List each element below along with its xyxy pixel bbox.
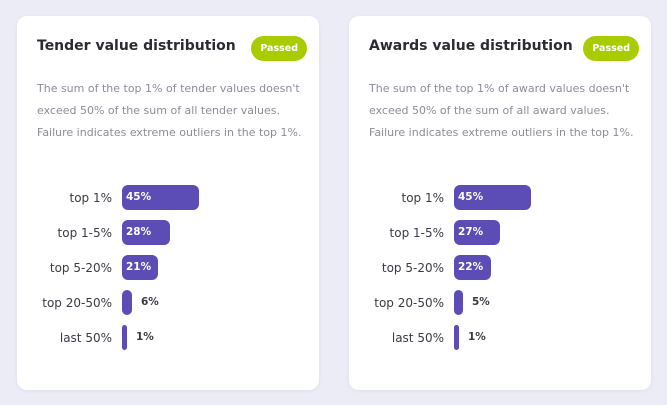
card-title: Awards value distribution xyxy=(369,38,573,54)
bar-row: top 1-5% 27% xyxy=(349,220,651,255)
bar-row: last 50% 1% xyxy=(349,325,651,360)
bar xyxy=(454,220,500,245)
bar xyxy=(122,255,158,280)
bar-row: last 50% 1% xyxy=(17,325,319,360)
bar xyxy=(122,325,127,350)
bar-row: top 1-5% 28% xyxy=(17,220,319,255)
bar-row: top 1% 45% xyxy=(17,185,319,220)
tender-value-distribution-card: Tender value distribution Passed The sum… xyxy=(17,16,319,390)
passed-badge: Passed xyxy=(583,36,639,61)
bar-value-label: 22% xyxy=(458,261,484,273)
bar-row: top 5-20% 21% xyxy=(17,255,319,290)
card-title: Tender value distribution xyxy=(37,38,236,54)
card-description: The sum of the top 1% of award values do… xyxy=(369,82,634,139)
bar-value-label: 1% xyxy=(136,331,154,343)
distribution-bar-chart: top 1% 45% top 1-5% 27% top 5-20% 22% top 20-5… xyxy=(349,185,651,360)
bar-value-label: 28% xyxy=(126,226,152,238)
bar xyxy=(122,185,199,210)
bar-category-label: last 50% xyxy=(391,331,444,345)
bar-category-label: top 1-5% xyxy=(57,226,112,240)
awards-value-distribution-card: Awards value distribution Passed The sum… xyxy=(349,16,651,390)
bar-row: top 20-50% 6% xyxy=(17,290,319,325)
bar xyxy=(454,185,531,210)
bar-value-label: 27% xyxy=(458,226,484,238)
bar-value-label: 45% xyxy=(126,191,152,203)
bar xyxy=(454,290,463,315)
bar-category-label: top 5-20% xyxy=(49,261,112,275)
bar xyxy=(454,255,491,280)
distribution-bar-chart: top 1% 45% top 1-5% 28% top 5-20% 21% top 20-5… xyxy=(17,185,319,360)
passed-badge: Passed xyxy=(251,36,307,61)
bar-row: top 5-20% 22% xyxy=(349,255,651,290)
bar-value-label: 1% xyxy=(468,331,486,343)
bar-row: top 20-50% 5% xyxy=(349,290,651,325)
bar-value-label: 5% xyxy=(472,296,490,308)
bar-category-label: last 50% xyxy=(59,331,112,345)
bar-category-label: top 20-50% xyxy=(374,296,444,310)
bar-category-label: top 1-5% xyxy=(389,226,444,240)
bar-row: top 1% 45% xyxy=(349,185,651,220)
bar-value-label: 6% xyxy=(141,296,159,308)
card-description: The sum of the top 1% of tender values d… xyxy=(37,82,302,139)
bar xyxy=(122,290,132,315)
bar-category-label: top 1% xyxy=(69,191,112,205)
bar-category-label: top 20-50% xyxy=(42,296,112,310)
bar-category-label: top 5-20% xyxy=(381,261,444,275)
bar-value-label: 21% xyxy=(126,261,152,273)
bar xyxy=(122,220,170,245)
bar xyxy=(454,325,459,350)
bar-category-label: top 1% xyxy=(401,191,444,205)
bar-value-label: 45% xyxy=(458,191,484,203)
